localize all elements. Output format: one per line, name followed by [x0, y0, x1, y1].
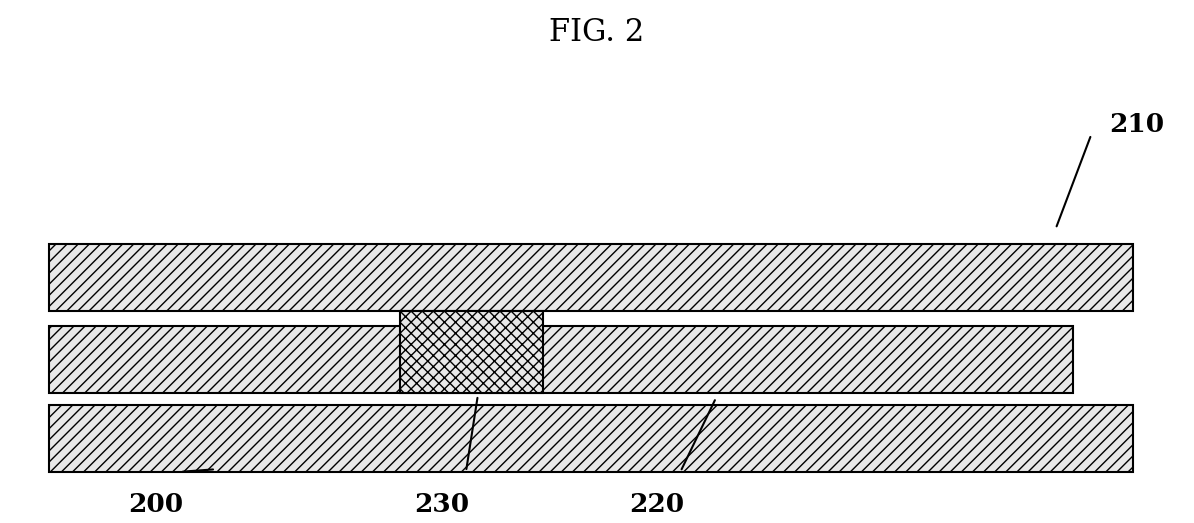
- FancyBboxPatch shape: [49, 405, 1133, 472]
- Text: 200: 200: [129, 492, 184, 517]
- FancyBboxPatch shape: [49, 244, 1133, 311]
- FancyBboxPatch shape: [49, 326, 1073, 393]
- Text: 220: 220: [629, 492, 684, 517]
- Text: 210: 210: [1109, 111, 1164, 137]
- FancyBboxPatch shape: [400, 311, 543, 393]
- Text: 230: 230: [414, 492, 469, 517]
- Text: FIG. 2: FIG. 2: [549, 17, 645, 48]
